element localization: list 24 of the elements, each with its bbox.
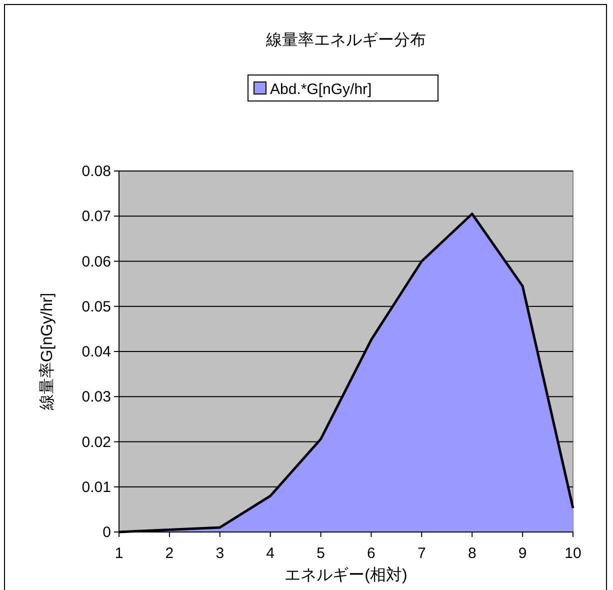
- y-tick-label: 0.01: [82, 478, 111, 496]
- x-tick-label: 6: [367, 545, 376, 562]
- x-tick-label: 2: [165, 545, 174, 562]
- y-tick-label: 0.06: [82, 253, 111, 270]
- y-tick-label: 0.08: [82, 163, 111, 180]
- legend: Abd.*G[nGy/hr]: [248, 74, 438, 102]
- y-tick-label: 0.02: [82, 434, 111, 451]
- y-tick-label: 0.05: [82, 298, 111, 316]
- y-tick-label: 0: [102, 524, 111, 541]
- chart-title: 線量率エネルギー分布: [265, 31, 426, 49]
- x-tick-label: 4: [266, 545, 275, 562]
- x-tick-label: 5: [316, 545, 325, 562]
- x-tick-label: 9: [518, 545, 527, 562]
- y-tick-label: 0.03: [82, 388, 111, 406]
- x-axis-title: エネルギー(相対): [284, 566, 408, 584]
- y-axis-title: 線量率G[nGy/hr]: [38, 292, 56, 412]
- x-tick-label: 10: [564, 545, 582, 562]
- x-tick-label: 7: [417, 545, 426, 562]
- y-tick-label: 0.07: [82, 208, 111, 226]
- x-tick-label: 3: [216, 545, 224, 562]
- y-tick-label: 0.04: [82, 344, 111, 360]
- legend-label: Abd.*G[nGy/hr]: [270, 81, 372, 98]
- x-tick-label: 1: [114, 545, 124, 562]
- x-tick-label: 8: [468, 545, 476, 562]
